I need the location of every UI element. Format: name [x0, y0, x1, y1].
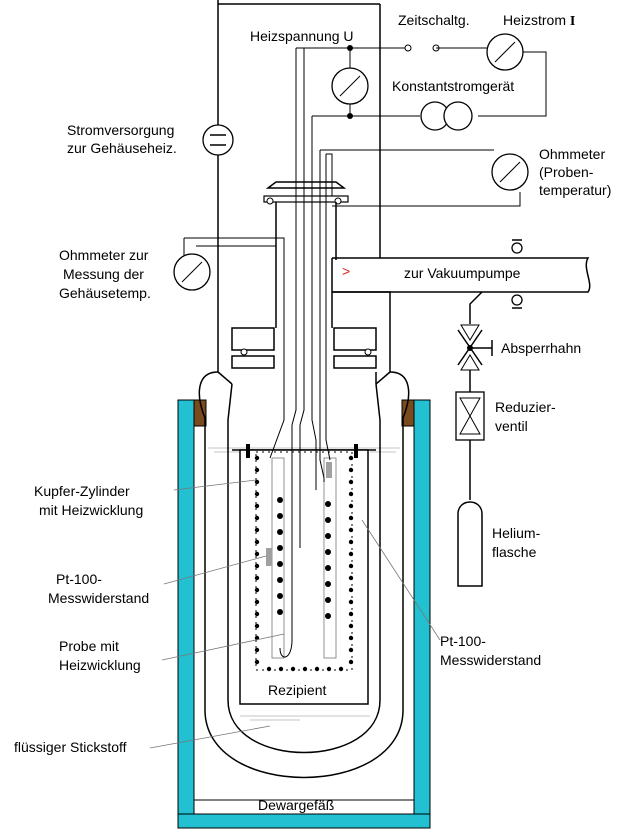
ohmmeter-gehaeuse — [173, 253, 211, 291]
ohmmeter-probe — [320, 149, 529, 207]
internal-wires — [183, 48, 331, 658]
pt100-sensor-left — [266, 548, 272, 566]
flanges — [231, 327, 377, 369]
label-ohmmeter-gehaeuse-2: Messung der — [63, 266, 144, 282]
label-zeitschaltg: Zeitschaltg. — [398, 12, 470, 28]
label-vakuumpumpe: zur Vakuumpumpe — [404, 265, 521, 281]
label-reduzier-2: ventil — [495, 418, 528, 434]
rezipient-box — [239, 449, 369, 705]
label-reduzier-1: Reduzier- — [495, 399, 556, 415]
label-kupfer-2: mit Heizwicklung — [39, 502, 143, 518]
pt100-sensor-right — [326, 462, 332, 478]
label-pt100-right-2: Messwiderstand — [440, 652, 541, 668]
label-ohmmeter-gehaeuse-1: Ohmmeter zur — [59, 247, 149, 263]
vacuum-pipe: > — [331, 239, 591, 328]
label-konstantstrom: Konstantstromgerät — [392, 78, 514, 94]
feedthrough-left — [246, 444, 250, 458]
label-probe-1: Probe mit — [59, 638, 119, 654]
gas-line — [455, 291, 493, 587]
label-stromversorgung-2: zur Gehäuseheiz. — [67, 140, 177, 156]
flow-arrow: > — [342, 263, 350, 279]
stromversorgung-symbol — [202, 124, 234, 156]
label-helium-2: flasche — [492, 544, 537, 560]
dewar-wall-right — [413, 399, 431, 829]
label-ohmmeter-proben-1: Ohmmeter — [539, 146, 605, 162]
dewar-wall-bottom — [177, 813, 431, 829]
feedthrough-right — [354, 444, 358, 458]
label-pt100-left-2: Messwiderstand — [48, 590, 149, 606]
label-probe-2: Heizwicklung — [59, 657, 141, 673]
label-ohmmeter-proben-2: (Proben- — [539, 164, 594, 180]
recipient — [239, 444, 369, 705]
label-absperrhahn: Absperrhahn — [501, 340, 581, 356]
konstantstrom-symbol — [420, 101, 473, 131]
dewar-inner-bottom — [193, 799, 415, 815]
probe-dots — [277, 497, 331, 619]
dewar-vessel — [177, 399, 431, 829]
leader-lines — [149, 479, 441, 749]
label-rezipient: Rezipient — [268, 682, 326, 698]
dewar-wall-left — [177, 399, 195, 829]
label-heizspannung: Heizspannung U — [250, 28, 354, 44]
liquid-nitrogen — [208, 447, 400, 721]
label-heizstrom: Heizstrom I — [503, 12, 575, 29]
label-pt100-left-1: Pt-100- — [56, 571, 102, 587]
label-stickstoff: flüssiger Stickstoff — [14, 739, 127, 755]
stromversorgung — [202, 124, 234, 156]
label-stromversorgung-1: Stromversorgung — [67, 122, 174, 138]
heating-circuit — [218, 3, 547, 258]
top-lid — [263, 181, 349, 328]
helium-bottle — [457, 501, 483, 587]
label-ohmmeter-gehaeuse-3: Gehäusetemp. — [59, 285, 151, 301]
labels: Heizspannung U Zeitschaltg. Heizstrom I … — [14, 12, 611, 813]
label-pt100-right-1: Pt-100- — [440, 633, 486, 649]
label-helium-1: Helium- — [492, 525, 541, 541]
label-dewar: Dewargefäß — [258, 797, 334, 813]
label-ohmmeter-proben-3: temperatur) — [539, 182, 611, 198]
heizwicklung-dots — [254, 455, 354, 672]
label-kupfer-1: Kupfer-Zylinder — [34, 483, 130, 499]
